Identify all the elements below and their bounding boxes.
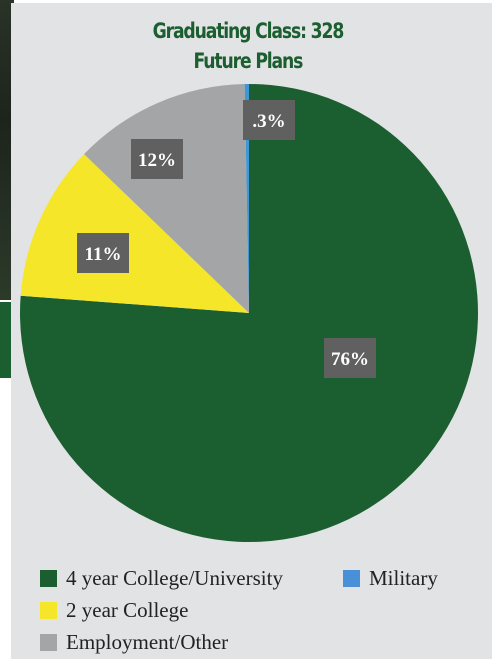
pie-slice-4-year-college-university xyxy=(19,84,478,542)
chart-title-line-1: Graduating Class: 328 xyxy=(152,19,345,43)
data-label: 12% xyxy=(138,150,176,171)
chart-title-line-2: Future Plans xyxy=(193,49,304,73)
pie-slice-employment-other xyxy=(84,84,249,313)
data-label-box xyxy=(131,139,183,179)
data-label-box xyxy=(77,233,129,273)
background-photo-strip xyxy=(0,0,14,300)
pie-slice-2-year-college xyxy=(20,154,250,313)
data-label: .3% xyxy=(252,111,285,132)
data-label-box xyxy=(324,338,376,378)
data-label: 11% xyxy=(85,244,122,265)
data-label: 76% xyxy=(331,349,369,370)
background-green-strip xyxy=(0,302,14,378)
pie-slice-military xyxy=(244,84,249,313)
data-label-box xyxy=(243,100,295,140)
